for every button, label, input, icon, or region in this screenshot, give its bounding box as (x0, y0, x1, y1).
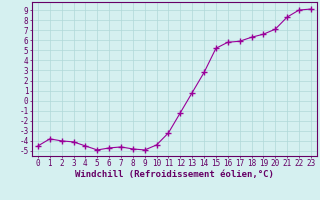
X-axis label: Windchill (Refroidissement éolien,°C): Windchill (Refroidissement éolien,°C) (75, 170, 274, 179)
